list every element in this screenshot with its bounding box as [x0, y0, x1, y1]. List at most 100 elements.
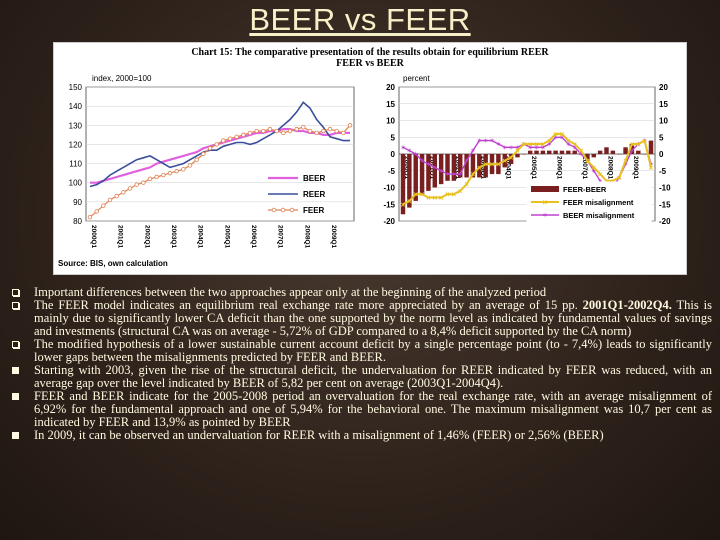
feer-beer-bar [604, 147, 609, 154]
feer-point [214, 142, 219, 147]
beer-misalignment-point: ✶ [495, 140, 501, 148]
legend-label-beer: BEER [303, 174, 325, 183]
feer-misalignment-point: × [598, 170, 603, 179]
feer-misalignment-point: × [528, 140, 533, 149]
bullet-item: In 2009, it can be observed an undervalu… [12, 429, 712, 442]
right-y-tick-label-left: 0 [391, 150, 396, 159]
left-y-tick-label: 130 [69, 121, 83, 130]
left-x-tick-label: 2000Q1 [90, 225, 97, 249]
beer-misalignment-point: ✶ [502, 144, 508, 152]
left-y-tick-label: 100 [69, 179, 83, 188]
feer-misalignment-point: × [591, 163, 596, 172]
feer-misalignment-point: × [445, 190, 450, 199]
feer-point [287, 128, 293, 134]
feer-beer-bar [642, 154, 647, 155]
feer-misalignment-point: × [560, 130, 565, 139]
feer-beer-bar [451, 154, 457, 181]
bullet-item: The modified hypothesis of a lower susta… [12, 338, 712, 364]
feer-point [201, 151, 206, 157]
feer-misalignment-point: × [541, 140, 546, 149]
feer-point [281, 130, 286, 136]
chart-title: Chart 15: The comparative presentation o… [191, 47, 549, 58]
feer-beer-bar [407, 154, 412, 208]
feer-beer-bar [445, 154, 450, 181]
right-x-tick-label: 2003Q1 [479, 156, 486, 180]
left-x-tick-label: 2003Q1 [170, 225, 177, 249]
feer-beer-bar [616, 154, 622, 155]
right-y-tick-label-left: 15 [386, 100, 395, 109]
square-bullet-icon [12, 432, 19, 439]
bullet-text: The modified hypothesis of a lower susta… [34, 337, 712, 364]
feer-misalignment-point: × [515, 147, 520, 156]
right-legend-label: FEER-BEER [563, 185, 607, 194]
feer-point [334, 128, 339, 134]
feer-point [254, 128, 259, 134]
feer-misalignment-point: × [420, 190, 425, 199]
feer-misalignment-point: × [617, 173, 622, 182]
feer-point [161, 172, 166, 178]
feer-misalignment-point: × [630, 140, 635, 149]
beer-misalignment-point: ✶ [470, 147, 476, 155]
beer-misalignment-point: ✶ [515, 144, 521, 152]
feer-beer-bar [515, 154, 520, 158]
feer-point [87, 214, 93, 220]
legend-label-reer: REER [303, 190, 325, 199]
hollow-square-bullet-icon [12, 302, 19, 309]
feer-beer-bar [508, 154, 514, 165]
legend-swatch-feer-beer [531, 186, 559, 192]
feer-misalignment-point: × [636, 140, 641, 149]
beer-misalignment-point: ✶ [559, 134, 565, 142]
feer-beer-bar [591, 154, 596, 158]
beer-misalignment-point: ✶ [419, 157, 425, 165]
feer-beer-bar [521, 154, 527, 155]
square-bullet-icon [12, 393, 19, 400]
left-y-tick-label: 120 [69, 140, 83, 149]
beer-misalignment-point: ✶ [623, 161, 629, 169]
bullet-text-continued: This is mainly due to significantly lowe… [34, 298, 712, 338]
chart-source: Source: BIS, own calculation [58, 259, 168, 268]
legend-marker-feer-misalignment: × [543, 198, 548, 207]
left-x-tick-label: 2001Q1 [117, 225, 124, 249]
feer-misalignment-point: × [439, 194, 444, 203]
right-legend-label: FEER misalignment [563, 198, 634, 207]
left-x-tick-label: 2008Q1 [303, 225, 310, 249]
beer-misalignment-point: ✶ [572, 144, 578, 152]
feer-point [127, 186, 133, 191]
feer-point [167, 170, 173, 176]
left-y-axis-label: index, 2000=100 [92, 74, 152, 83]
left-x-tick-label: 2007Q1 [277, 225, 284, 249]
feer-misalignment-point: × [642, 137, 647, 146]
feer-point [107, 197, 113, 203]
beer-misalignment-point: ✶ [527, 144, 533, 152]
feer-misalignment-line [402, 132, 652, 206]
beer-misalignment-point: ✶ [578, 151, 584, 159]
legend-marker [280, 207, 286, 213]
feer-misalignment-point: × [483, 160, 488, 169]
feer-beer-bar [432, 154, 438, 188]
left-x-tick-label: 2005Q1 [223, 225, 230, 249]
right-y-tick-label-right: -5 [659, 167, 667, 176]
feer-misalignment-point: × [502, 157, 507, 166]
right-x-tick-label: 2008Q1 [606, 156, 613, 180]
feer-misalignment-point: × [496, 160, 501, 169]
feer-beer-bar [547, 150, 552, 154]
feer-point [247, 130, 253, 136]
right-x-tick-label: 2002Q1 [454, 156, 461, 180]
feer-point [187, 163, 193, 168]
hollow-square-bullet-icon [12, 341, 19, 348]
index-line-chart: index, 2000=100 150 140 130 120 110 100 90 80 20… [69, 74, 355, 249]
right-y-tick-label-left: 5 [391, 133, 396, 142]
left-y-tick-label: 150 [69, 83, 83, 92]
right-y-tick-label-left: -10 [383, 184, 395, 193]
left-y-tick-label: 90 [73, 198, 82, 207]
feer-point [194, 157, 199, 162]
right-x-tick-label: 2000Q1 [403, 156, 410, 180]
feer-point [174, 169, 179, 174]
right-y-tick-label-right: 15 [659, 100, 668, 109]
feer-beer-bar [572, 150, 577, 154]
bullet-item: The FEER model indicates an equilibrium … [12, 299, 712, 338]
feer-misalignment-point: × [509, 153, 514, 162]
legend-marker [289, 207, 295, 213]
feer-point [347, 123, 353, 128]
left-y-tick-label: 110 [69, 160, 82, 169]
